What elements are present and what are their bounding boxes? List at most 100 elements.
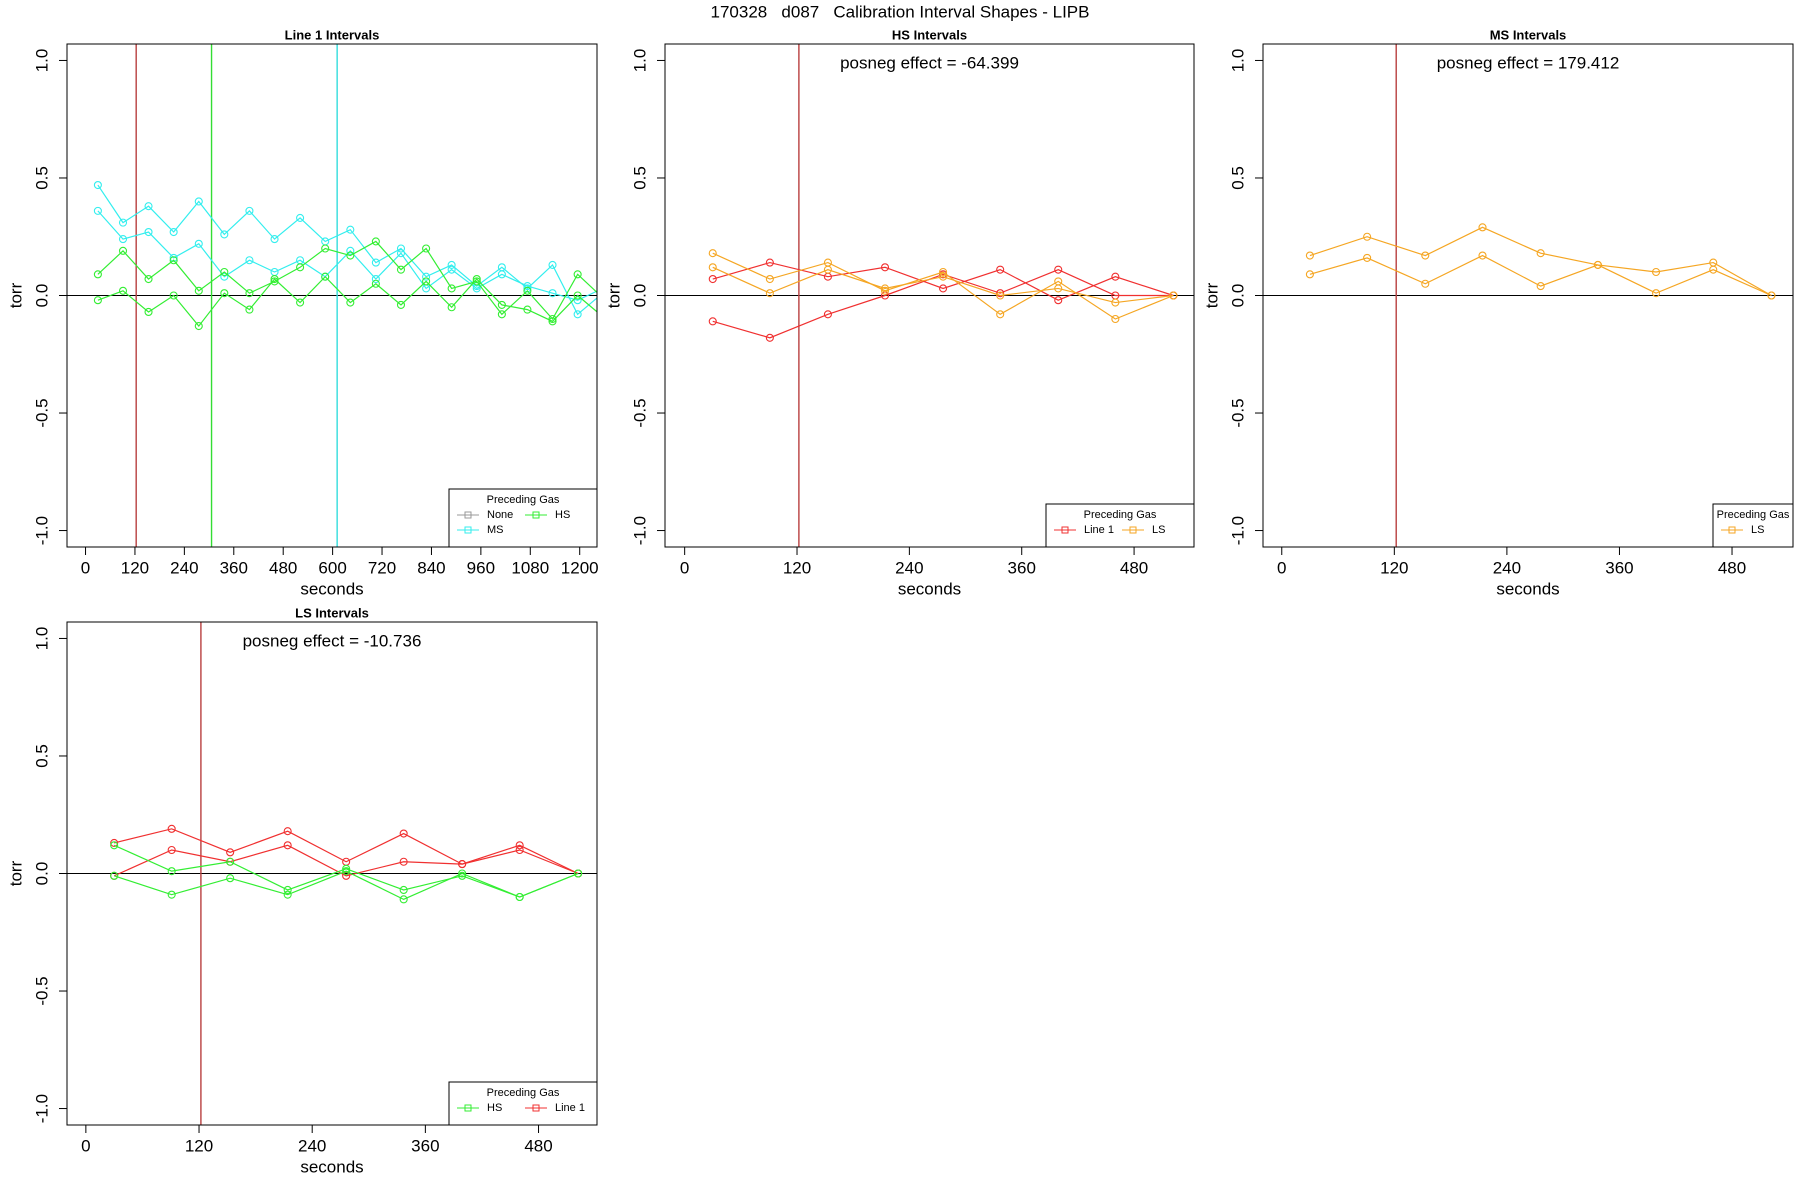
- data-point: [823, 310, 832, 319]
- data-point: [1651, 267, 1661, 277]
- y-tick-label: -1.0: [32, 1094, 51, 1123]
- series-line: [97, 275, 597, 328]
- data-point: [226, 848, 235, 857]
- data-point: [708, 317, 717, 326]
- y-tick-label: -0.5: [630, 398, 649, 427]
- legend-marker: [1728, 526, 1736, 534]
- series-line: [97, 184, 597, 316]
- legend-marker: [1129, 526, 1137, 534]
- data-point: [548, 289, 557, 298]
- data-point: [1054, 265, 1063, 274]
- data-point: [169, 227, 178, 237]
- data-point: [497, 310, 506, 319]
- data-point: [245, 305, 254, 314]
- plot-frame: [66, 43, 598, 548]
- data-point: [226, 874, 235, 883]
- data-point: [1421, 251, 1430, 260]
- data-point: [880, 284, 890, 293]
- data-point: [497, 300, 506, 309]
- data-point: [346, 251, 355, 260]
- y-tick-label: -1.0: [630, 516, 649, 545]
- data-point: [1054, 296, 1063, 305]
- data-point: [283, 827, 292, 836]
- legend-label: MS: [487, 524, 504, 536]
- data-point: [1709, 265, 1718, 274]
- data-point: [144, 307, 153, 317]
- data-point: [220, 289, 229, 298]
- data-point: [1305, 270, 1314, 279]
- x-tick-label: 360: [1008, 558, 1036, 577]
- data-point: [548, 260, 557, 269]
- y-tick-label: 0.0: [32, 862, 51, 886]
- data-point: [472, 274, 481, 284]
- data-point: [169, 256, 178, 265]
- data-point: [458, 869, 467, 878]
- data-point: [245, 206, 254, 215]
- data-point: [396, 265, 406, 274]
- y-tick-label: 0.5: [1228, 166, 1247, 190]
- x-tick-label: 840: [417, 558, 445, 577]
- x-tick-label: 360: [411, 1136, 439, 1155]
- data-point: [144, 227, 153, 237]
- data-point: [110, 871, 119, 880]
- x-tick-label: 480: [1718, 558, 1746, 577]
- data-point: [880, 263, 890, 272]
- data-point: [765, 274, 774, 284]
- data-point: [1536, 249, 1545, 258]
- y-tick-label: 0.5: [32, 166, 51, 190]
- data-point: [1536, 282, 1545, 291]
- data-point: [447, 265, 456, 274]
- data-point: [573, 270, 582, 279]
- y-axis-label: torr: [6, 860, 25, 886]
- data-point: [118, 218, 128, 227]
- x-axis-label: seconds: [1496, 579, 1559, 598]
- data-point: [144, 274, 153, 284]
- y-tick-label: 1.0: [1228, 49, 1247, 73]
- legend-label: LS: [1751, 524, 1764, 536]
- data-point: [422, 277, 431, 286]
- data-point: [283, 841, 292, 850]
- legend-marker: [532, 511, 540, 519]
- data-point: [1363, 232, 1372, 241]
- data-point: [371, 237, 380, 246]
- data-point: [497, 270, 506, 279]
- data-point: [110, 838, 119, 847]
- panel: Line 1 Intervals -1.0 -0.5 0.0 0.5 1.0 0 120 240…: [6, 27, 598, 598]
- data-point: [371, 258, 380, 267]
- panel-title: Line 1 Intervals: [285, 27, 380, 42]
- series-line: [113, 844, 579, 877]
- data-point: [573, 296, 582, 305]
- data-point: [220, 230, 229, 239]
- plot-frame: [664, 43, 1195, 548]
- data-point: [169, 253, 178, 262]
- panel: HS Intervals -1.0 -0.5 0.0 0.5 1.0 0 120 240 360 4…: [604, 27, 1195, 598]
- data-point: [93, 180, 102, 190]
- y-tick-label: -0.5: [32, 398, 51, 427]
- y-tick-label: -1.0: [32, 516, 51, 545]
- data-point: [167, 824, 176, 833]
- y-tick-label: 0.5: [630, 166, 649, 190]
- data-point: [194, 322, 203, 331]
- data-point: [996, 265, 1005, 274]
- data-point: [167, 890, 176, 899]
- data-point: [1111, 314, 1120, 324]
- legend-label: HS: [487, 1102, 502, 1114]
- data-point: [118, 235, 128, 244]
- data-point: [1305, 251, 1314, 260]
- data-point: [1651, 289, 1661, 298]
- data-point: [939, 272, 948, 281]
- legend-title: Preceding Gas: [487, 1087, 560, 1099]
- annotation: posneg effect = -64.399: [840, 53, 1019, 72]
- plot-frame: [1262, 43, 1794, 548]
- data-point: [880, 286, 890, 295]
- data-point: [296, 298, 305, 307]
- data-point: [399, 895, 408, 904]
- legend-marker: [464, 526, 472, 534]
- data-point: [515, 892, 524, 902]
- annotation: posneg effect = 179.412: [1437, 53, 1620, 72]
- data-point: [422, 244, 431, 253]
- x-axis-label: seconds: [898, 579, 961, 598]
- y-tick-label: -1.0: [1228, 516, 1247, 545]
